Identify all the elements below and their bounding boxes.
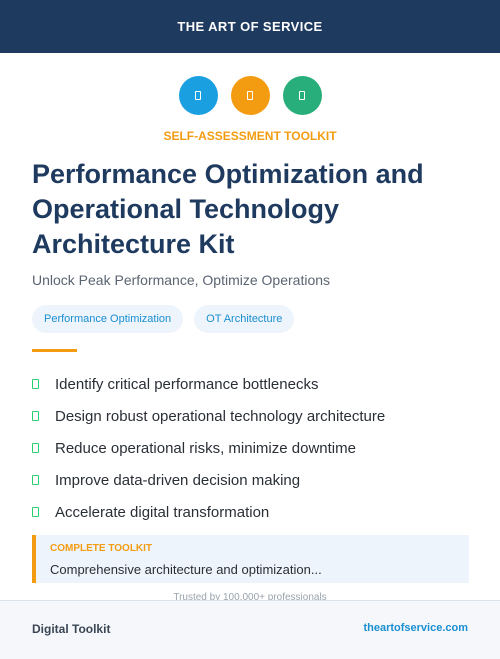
- feature-text: Identify critical performance bottleneck…: [55, 375, 319, 393]
- check-icon: [32, 411, 39, 421]
- toolkit-callout: COMPLETE TOOLKIT Comprehensive architect…: [32, 535, 469, 583]
- feature-item: Design robust operational technology arc…: [32, 400, 472, 432]
- tag-ot-architecture: OT Architecture: [194, 305, 295, 333]
- check-icon: [32, 475, 39, 485]
- circle-icon-green: [282, 76, 322, 115]
- document-glyph-icon: [299, 91, 305, 100]
- tag-performance-optimization: Performance Optimization: [32, 305, 184, 333]
- callout-text: Comprehensive architecture and optimizat…: [50, 562, 322, 577]
- feature-list: Identify critical performance bottleneck…: [32, 368, 472, 528]
- footer: Digital Toolkit theartofservice.com: [0, 600, 500, 659]
- brand-name: THE ART OF SERVICE: [177, 19, 323, 34]
- website-link[interactable]: theartofservice.com: [363, 622, 468, 634]
- title-line: Performance Optimization and: [32, 159, 424, 189]
- footer-label: Digital Toolkit: [32, 622, 111, 636]
- check-icon: [32, 507, 39, 517]
- title-line: Architecture Kit: [32, 229, 235, 259]
- feature-item: Improve data-driven decision making: [32, 464, 472, 496]
- feature-text: Improve data-driven decision making: [55, 471, 301, 489]
- trusted-note: Trusted by 100,000+ professionals: [173, 592, 327, 601]
- circle-icon-orange: [230, 76, 270, 115]
- circle-icon-blue: [178, 76, 218, 115]
- check-icon: [32, 443, 39, 453]
- feature-item: Reduce operational risks, minimize downt…: [32, 432, 472, 464]
- icon-row: [0, 76, 500, 115]
- top-banner: THE ART OF SERVICE: [0, 0, 500, 53]
- callout-label: COMPLETE TOOLKIT: [50, 543, 153, 554]
- tag-list: Performance Optimization OT Architecture: [32, 305, 295, 333]
- subtitle: Unlock Peak Performance, Optimize Operat…: [32, 272, 331, 288]
- feature-item: Identify critical performance bottleneck…: [32, 368, 472, 400]
- kicker-label: SELF-ASSESSMENT TOOLKIT: [163, 129, 337, 143]
- title-line: Operational Technology: [32, 194, 340, 224]
- page-title: Performance Optimization and Operational…: [32, 157, 472, 262]
- check-icon: [32, 379, 39, 389]
- accent-divider: [32, 349, 77, 352]
- feature-text: Reduce operational risks, minimize downt…: [55, 439, 356, 457]
- document-glyph-icon: [195, 91, 201, 100]
- feature-item: Accelerate digital transformation: [32, 496, 472, 528]
- document-glyph-icon: [247, 91, 253, 100]
- feature-text: Accelerate digital transformation: [55, 503, 270, 521]
- feature-text: Design robust operational technology arc…: [55, 407, 386, 425]
